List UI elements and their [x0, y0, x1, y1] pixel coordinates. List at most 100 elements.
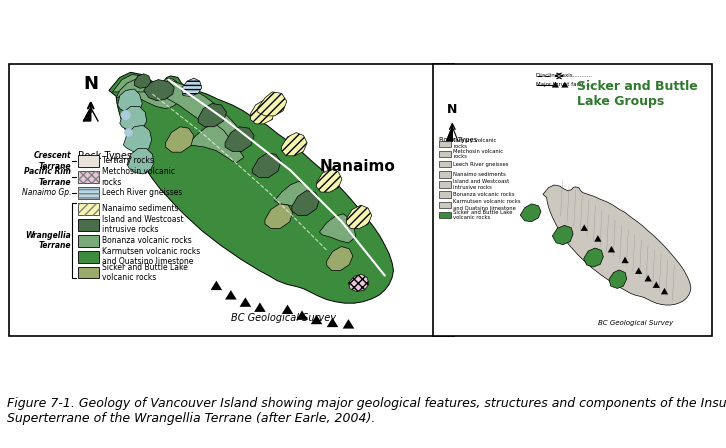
Polygon shape	[127, 149, 154, 174]
Polygon shape	[346, 205, 372, 228]
Text: Leech River gneisses: Leech River gneisses	[102, 188, 182, 197]
Polygon shape	[187, 123, 244, 163]
Text: N: N	[83, 75, 98, 93]
Polygon shape	[118, 89, 142, 114]
Polygon shape	[552, 82, 559, 87]
Text: Metchosin volcanic
rocks: Metchosin volcanic rocks	[102, 167, 175, 186]
Polygon shape	[645, 275, 652, 281]
Text: Tertiary rocks: Tertiary rocks	[102, 156, 153, 165]
Bar	[78, 203, 99, 215]
Polygon shape	[653, 281, 660, 288]
Text: Karmutsen volcanic rocks
and Quatsino limestone: Karmutsen volcanic rocks and Quatsino li…	[453, 199, 521, 210]
Polygon shape	[296, 310, 308, 320]
Polygon shape	[581, 224, 588, 231]
Polygon shape	[608, 246, 615, 252]
Polygon shape	[83, 108, 91, 121]
Text: Major thrust fault.......: Major thrust fault.......	[536, 82, 596, 87]
Polygon shape	[166, 127, 194, 152]
Polygon shape	[182, 78, 202, 96]
Polygon shape	[661, 288, 668, 294]
Text: Wrangellia
Terrane: Wrangellia Terrane	[25, 231, 71, 250]
Text: N: N	[447, 103, 457, 116]
Bar	[439, 151, 451, 157]
Bar	[439, 171, 451, 177]
Text: BC Geological Survey: BC Geological Survey	[597, 320, 673, 327]
Polygon shape	[292, 191, 319, 215]
Text: Sicker and Buttle
Lake Groups: Sicker and Buttle Lake Groups	[577, 80, 698, 108]
Polygon shape	[343, 319, 354, 328]
Polygon shape	[543, 185, 691, 305]
Bar	[78, 203, 99, 215]
Text: Rock Types: Rock Types	[439, 138, 478, 143]
Text: Sicker and Buttle Lake
volcanic rocks: Sicker and Buttle Lake volcanic rocks	[453, 210, 513, 220]
Text: Leech River gneisses: Leech River gneisses	[453, 162, 508, 167]
Polygon shape	[282, 133, 307, 156]
Polygon shape	[254, 302, 266, 312]
Text: Crescent
Terrane: Crescent Terrane	[33, 151, 71, 171]
Polygon shape	[552, 225, 573, 245]
Polygon shape	[595, 235, 602, 241]
Text: BC Geological Survey: BC Geological Survey	[231, 313, 335, 323]
Bar	[78, 235, 99, 246]
Polygon shape	[348, 274, 369, 292]
Text: Metchosin volcanic
rocks: Metchosin volcanic rocks	[453, 149, 503, 159]
Polygon shape	[282, 305, 293, 314]
Bar	[78, 187, 99, 198]
Polygon shape	[584, 248, 603, 267]
Polygon shape	[225, 290, 237, 300]
Text: Nanaimo sediments: Nanaimo sediments	[102, 204, 178, 213]
Polygon shape	[327, 318, 338, 327]
Polygon shape	[446, 127, 452, 141]
Text: Nanaimo: Nanaimo	[319, 159, 395, 174]
Polygon shape	[319, 214, 356, 243]
Polygon shape	[635, 267, 643, 274]
Polygon shape	[327, 246, 353, 271]
Text: Island and Westcoast
intrusive rocks: Island and Westcoast intrusive rocks	[453, 179, 509, 190]
Circle shape	[125, 129, 132, 136]
Bar	[439, 161, 451, 168]
Polygon shape	[250, 101, 274, 124]
Polygon shape	[211, 280, 222, 290]
Text: Nanaimo Gp.: Nanaimo Gp.	[22, 188, 71, 197]
Polygon shape	[311, 315, 322, 324]
Polygon shape	[109, 72, 393, 303]
Bar	[78, 187, 99, 198]
Polygon shape	[609, 270, 627, 289]
Polygon shape	[621, 257, 629, 263]
Bar	[439, 212, 451, 218]
Bar	[78, 171, 99, 183]
Polygon shape	[521, 204, 541, 222]
Bar	[439, 191, 451, 198]
Polygon shape	[561, 82, 568, 87]
Text: Pacific Rim
Terrane: Pacific Rim Terrane	[24, 167, 71, 186]
Circle shape	[121, 111, 130, 120]
Bar	[78, 155, 99, 167]
Polygon shape	[274, 181, 316, 210]
Bar	[78, 251, 99, 263]
Bar	[78, 171, 99, 183]
Polygon shape	[225, 127, 254, 151]
Polygon shape	[123, 125, 152, 153]
Bar	[78, 267, 99, 279]
Bar	[439, 141, 451, 147]
Polygon shape	[116, 79, 247, 145]
Bar	[439, 181, 451, 188]
Text: Rock Types: Rock Types	[78, 151, 132, 161]
Polygon shape	[253, 153, 281, 177]
Text: Karmutsen volcanic rocks
and Quatsino limestone: Karmutsen volcanic rocks and Quatsino li…	[102, 247, 200, 267]
Text: Figure 7-1. Geology of Vancouver Island showing major geological features, struc: Figure 7-1. Geology of Vancouver Island …	[7, 397, 726, 425]
Polygon shape	[317, 169, 342, 192]
Polygon shape	[198, 103, 227, 127]
Bar	[78, 219, 99, 231]
Polygon shape	[240, 297, 251, 307]
Text: Island and Westcoast
intrusive rocks: Island and Westcoast intrusive rocks	[102, 215, 183, 234]
Text: Sicker and Buttle Lake
volcanic rocks: Sicker and Buttle Lake volcanic rocks	[102, 263, 187, 282]
Polygon shape	[258, 92, 287, 116]
Text: Bonanza volcanic rocks: Bonanza volcanic rocks	[453, 192, 515, 197]
Polygon shape	[134, 74, 151, 88]
Text: Nanaimo sediments: Nanaimo sediments	[453, 172, 506, 177]
Polygon shape	[265, 204, 293, 228]
Polygon shape	[120, 107, 147, 132]
Polygon shape	[144, 80, 174, 101]
Text: Tertiary volcanic
rocks: Tertiary volcanic rocks	[453, 138, 497, 149]
